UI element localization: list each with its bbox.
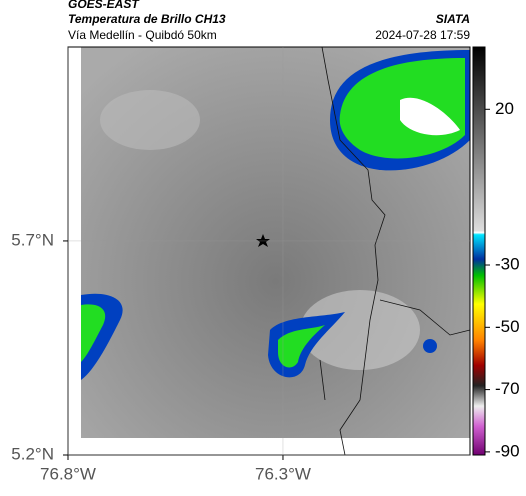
colorbar xyxy=(472,46,486,456)
station-marker xyxy=(256,234,270,247)
subtitle: Vía Medellín - Quibdó 50km xyxy=(68,28,217,42)
x-tick-label: 76.8°W xyxy=(40,464,96,483)
map xyxy=(67,46,471,456)
border xyxy=(319,46,471,456)
colorbar-tick-label: -70 xyxy=(495,379,520,398)
storm-core xyxy=(81,304,106,362)
colorbar-tick-label: -90 xyxy=(495,441,520,460)
colorbar-tick-label: 20 xyxy=(495,99,514,118)
colorbar-tick-label: -30 xyxy=(495,254,520,273)
colorbar-tick-label: -50 xyxy=(495,317,520,336)
datetime: 2024-07-28 17:59 xyxy=(375,28,470,42)
product: GOES-EAST xyxy=(68,0,140,11)
storm-hole xyxy=(400,97,460,136)
y-tick-label: 5.2°N xyxy=(11,444,54,463)
title: Temperatura de Brillo CH13 xyxy=(68,12,226,26)
cloud xyxy=(100,90,200,150)
storm xyxy=(423,339,437,353)
x-tick-label: 76.3°W xyxy=(255,464,311,483)
source: SIATA xyxy=(436,12,470,26)
cloud xyxy=(300,290,420,370)
y-tick-label: 5.7°N xyxy=(11,230,54,249)
storm-core xyxy=(278,325,325,368)
